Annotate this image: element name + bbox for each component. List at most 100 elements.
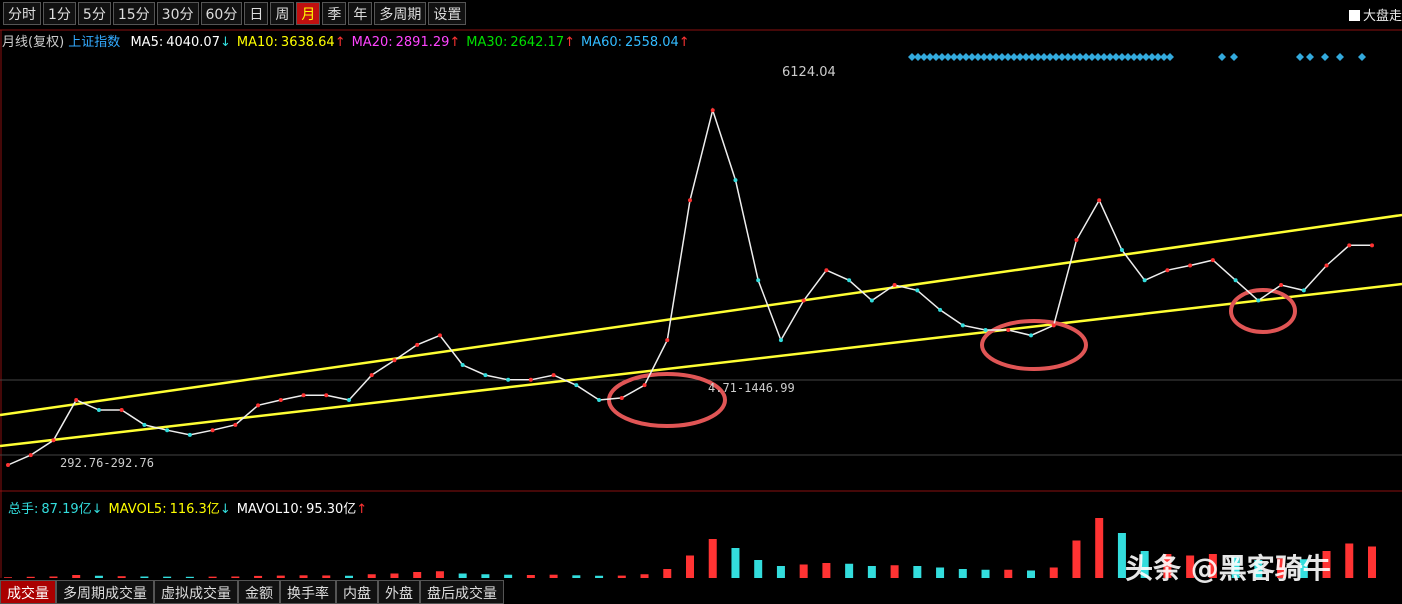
volume-bar (458, 573, 467, 578)
highlight-circle (607, 372, 727, 428)
marker (1154, 53, 1162, 61)
price-point (1097, 198, 1102, 203)
volume-bar (1345, 543, 1354, 578)
tab[interactable]: 年 (348, 2, 373, 25)
price-point (96, 408, 101, 413)
price-point (892, 282, 897, 287)
volume-bar (731, 548, 740, 578)
tab[interactable]: 成交量 (0, 580, 56, 604)
tab[interactable]: 分时 (3, 2, 41, 25)
tab[interactable]: 月 (296, 2, 321, 25)
price-point (119, 408, 124, 413)
price-point (210, 428, 215, 433)
price-point (301, 393, 306, 398)
marker (986, 53, 994, 61)
price-point (28, 453, 33, 458)
price-point (551, 373, 556, 378)
price-point (1051, 323, 1056, 328)
legend-value: 2558.04 (625, 35, 679, 50)
volume-bar (4, 577, 12, 578)
price-point (619, 395, 624, 400)
tab[interactable]: 30分 (156, 2, 199, 25)
price-point (642, 383, 647, 388)
high-label: 6124.04 (782, 65, 836, 80)
volume-bar (367, 574, 376, 578)
price-point (869, 298, 874, 303)
volume-bar (936, 567, 945, 578)
legend-value: 116.3亿 (169, 502, 220, 517)
price-point (6, 462, 10, 467)
tab[interactable]: 日 (244, 2, 269, 25)
price-point (983, 328, 988, 333)
volume-bar (1117, 533, 1126, 578)
tab[interactable]: 1分 (43, 2, 76, 25)
legend-item: MAVOL10: 95.30亿↑ (237, 502, 367, 517)
price-point (665, 338, 670, 343)
volume-bar (822, 563, 831, 578)
marker (1016, 53, 1024, 61)
volume-bar (1049, 567, 1058, 578)
tab[interactable]: 60分 (200, 2, 243, 25)
marker (1040, 53, 1048, 61)
legend-arrow: ↑ (564, 35, 575, 50)
volume-bar (1140, 551, 1149, 578)
volume-bar (1027, 570, 1035, 578)
tab[interactable]: 周 (270, 2, 295, 25)
price-point (347, 397, 351, 402)
price-point (74, 397, 79, 402)
volume-bar (526, 575, 535, 578)
marker (956, 53, 964, 61)
price-point (256, 403, 261, 408)
volume-bar (185, 576, 194, 578)
volume-bar (640, 574, 649, 578)
volume-bar (754, 560, 763, 578)
toolbar: 分时 1分 5分 15分 30分 60分日周月季年多周期 设置 (0, 0, 469, 27)
tab[interactable]: 换手率 (280, 580, 336, 604)
tab[interactable]: 盘后成交量 (420, 580, 504, 604)
tab[interactable]: 多周期 (374, 2, 427, 25)
marker (944, 53, 952, 61)
price-point (1233, 278, 1238, 283)
watermark: 头条 @黑客骑牛 (1125, 552, 1331, 585)
highlight-circle (980, 319, 1088, 371)
tab[interactable]: 金额 (238, 580, 280, 604)
price-point (187, 432, 192, 437)
volume-bar (595, 575, 604, 578)
marker (1306, 53, 1314, 61)
price-point (1370, 243, 1374, 248)
price-point (1188, 263, 1193, 268)
volume-bar (390, 573, 399, 578)
tab[interactable]: 季 (322, 2, 347, 25)
price-point (415, 342, 420, 347)
tab[interactable]: 5分 (77, 2, 111, 25)
volume-bar (94, 575, 103, 578)
volume-bar (1095, 518, 1104, 578)
price-point (938, 307, 943, 312)
legend-label: MA20: (351, 35, 393, 50)
volume-bar (1231, 557, 1240, 578)
volume-bar (663, 569, 672, 578)
legend-item: MA5: 4040.07↓ (130, 35, 230, 50)
tab[interactable]: 多周期成交量 (56, 580, 154, 604)
price-point (960, 323, 965, 328)
tab[interactable]: 虚拟成交量 (154, 580, 238, 604)
volume-bar (26, 576, 35, 578)
tab[interactable]: 内盘 (336, 580, 378, 604)
volume-bar (708, 539, 717, 578)
tab[interactable]: 外盘 (378, 580, 420, 604)
marker (920, 53, 928, 61)
legend-arrow: ↑ (678, 35, 690, 50)
price-point (165, 428, 170, 433)
price-point (1256, 298, 1261, 303)
volume-bar (299, 575, 308, 578)
marker (1118, 53, 1126, 61)
marker (1218, 53, 1226, 61)
checkbox[interactable]: 大盘走 (1348, 5, 1402, 24)
marker (968, 53, 976, 61)
legend-arrow: ↓ (219, 35, 231, 50)
tab[interactable]: 15分 (112, 2, 155, 25)
marker (1136, 53, 1144, 61)
tab[interactable]: 设置 (428, 2, 467, 25)
marker (950, 53, 958, 61)
legend-item: 总手: 87.19亿↓ (8, 502, 103, 517)
